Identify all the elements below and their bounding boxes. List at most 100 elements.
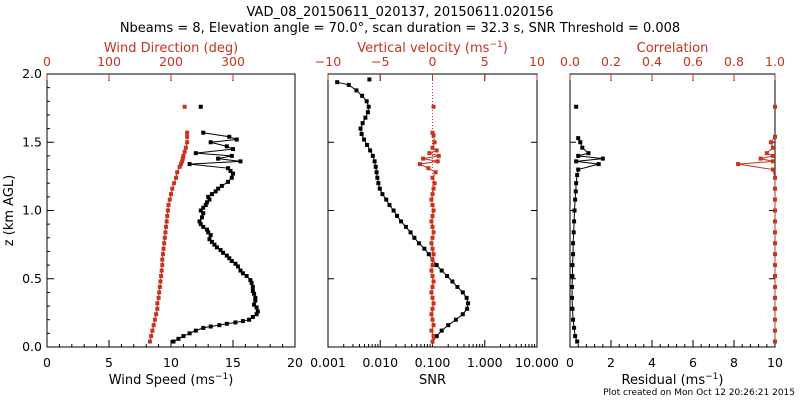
data-point-wind-direction xyxy=(159,274,164,279)
data-point-snr xyxy=(460,312,465,317)
data-point-vertical-velocity xyxy=(429,312,434,317)
data-point-wind-speed xyxy=(208,324,213,329)
data-point-wind-direction xyxy=(185,130,190,135)
data-point-correlation xyxy=(773,339,777,344)
data-point-wind-direction xyxy=(175,170,180,175)
data-point-wind-speed xyxy=(254,305,259,310)
data-point-correlation xyxy=(773,328,777,333)
data-point-wind-speed xyxy=(208,233,213,238)
data-point-residual xyxy=(575,173,580,178)
data-point-vertical-velocity xyxy=(429,241,434,246)
data-point-wind-speed xyxy=(255,309,260,314)
data-point-wind-speed xyxy=(227,134,232,139)
data-point-snr xyxy=(375,175,380,180)
top-axis-label: Wind Direction (deg) xyxy=(104,41,238,56)
data-point-vertical-velocity xyxy=(432,140,437,145)
data-point-snr xyxy=(384,197,389,202)
data-point-wind-speed xyxy=(209,239,214,244)
data-point-vertical-velocity xyxy=(431,334,436,339)
bottom-tick-label: 0 xyxy=(566,355,574,370)
data-point-snr xyxy=(360,121,365,126)
bottom-axis-label-exponent: −1 xyxy=(215,372,228,382)
data-point-wind-speed xyxy=(252,302,257,307)
data-point-vertical-velocity xyxy=(430,339,435,344)
data-point-correlation xyxy=(768,140,773,145)
data-point-wind-direction xyxy=(161,246,166,251)
data-point-wind-speed xyxy=(229,175,234,180)
data-point-residual xyxy=(571,317,576,322)
data-point-vertical-velocity xyxy=(430,224,435,229)
data-point-snr xyxy=(466,301,471,306)
data-point-vertical-velocity xyxy=(429,197,434,202)
data-point-correlation xyxy=(773,295,777,300)
data-point-vertical-velocity xyxy=(436,153,441,158)
data-point-wind-speed xyxy=(226,179,231,184)
data-point-residual xyxy=(570,284,575,289)
data-point-correlation xyxy=(773,230,777,235)
data-point-wind-speed xyxy=(201,224,206,229)
bottom-tick-label: 10 xyxy=(163,355,179,370)
data-point-snr xyxy=(380,192,385,197)
data-point-correlation xyxy=(736,162,741,167)
data-point-snr xyxy=(446,323,451,328)
data-point-wind-speed xyxy=(201,205,206,210)
data-point-vertical-velocity xyxy=(434,148,439,153)
data-point-snr xyxy=(434,263,439,268)
data-point-wind-speed xyxy=(216,156,221,161)
data-point-wind-speed xyxy=(238,159,243,164)
data-point-wind-speed xyxy=(206,194,211,199)
data-point-vertical-velocity xyxy=(435,159,440,164)
data-point-residual xyxy=(574,181,579,186)
data-point-vertical-velocity xyxy=(431,208,436,213)
bottom-tick-label: 10.000 xyxy=(515,355,559,370)
data-point-vertical-velocity xyxy=(430,192,435,197)
data-point-wind-speed xyxy=(176,336,181,341)
data-point-snr xyxy=(453,317,458,322)
data-point-wind-speed xyxy=(248,278,253,283)
data-point-snr xyxy=(373,164,378,169)
bottom-tick-label: 5 xyxy=(105,355,113,370)
data-point-vertical-velocity xyxy=(429,219,434,224)
data-point-wind-speed xyxy=(254,312,259,317)
data-point-vertical-velocity xyxy=(432,181,437,186)
data-point-vertical-velocity xyxy=(431,186,436,191)
data-point-wind-speed xyxy=(213,189,218,194)
data-point-wind-speed xyxy=(214,245,219,250)
data-point-wind-speed xyxy=(187,331,192,336)
top-axis-label-text-end: ) xyxy=(503,41,508,56)
data-point-snr xyxy=(359,132,364,137)
data-point-wind-direction xyxy=(160,252,165,257)
panel-middle: 0.001 0.010 0.100 1.000 10.000 −10 −5 0 5 10 xyxy=(310,54,559,370)
data-point-correlation xyxy=(773,263,777,268)
data-point-residual xyxy=(576,167,581,172)
data-point-snr xyxy=(354,88,359,93)
data-point-snr xyxy=(391,208,396,213)
data-point-wind-direction xyxy=(162,235,167,240)
data-point-wind-direction xyxy=(157,284,162,289)
y-tick-label: 1.0 xyxy=(22,203,42,218)
data-point-wind-direction xyxy=(147,339,152,344)
data-point-wind-speed xyxy=(240,319,245,324)
data-point-snr xyxy=(370,153,375,158)
data-point-wind-speed xyxy=(235,264,240,269)
data-point-wind-speed xyxy=(250,314,255,319)
data-point-snr xyxy=(368,148,373,153)
data-point-snr xyxy=(377,186,382,191)
data-point-wind-speed xyxy=(238,268,243,273)
data-point-residual xyxy=(570,306,575,311)
data-point-wind-speed xyxy=(207,237,212,242)
data-point-wind-speed xyxy=(226,166,231,171)
top-tick-label: 0 xyxy=(429,54,437,69)
panel-frame xyxy=(569,73,776,348)
data-point-residual xyxy=(576,153,581,158)
data-point-snr xyxy=(439,328,444,333)
data-point-wind-speed xyxy=(198,104,203,109)
top-tick-label: 0.2 xyxy=(601,54,621,69)
data-point-residual xyxy=(586,151,591,156)
bottom-tick-label: 20 xyxy=(287,355,303,370)
series-line-correlation xyxy=(738,136,776,342)
data-point-wind-speed xyxy=(224,144,229,149)
data-point-correlation xyxy=(773,104,777,109)
data-point-wind-speed xyxy=(187,162,192,167)
